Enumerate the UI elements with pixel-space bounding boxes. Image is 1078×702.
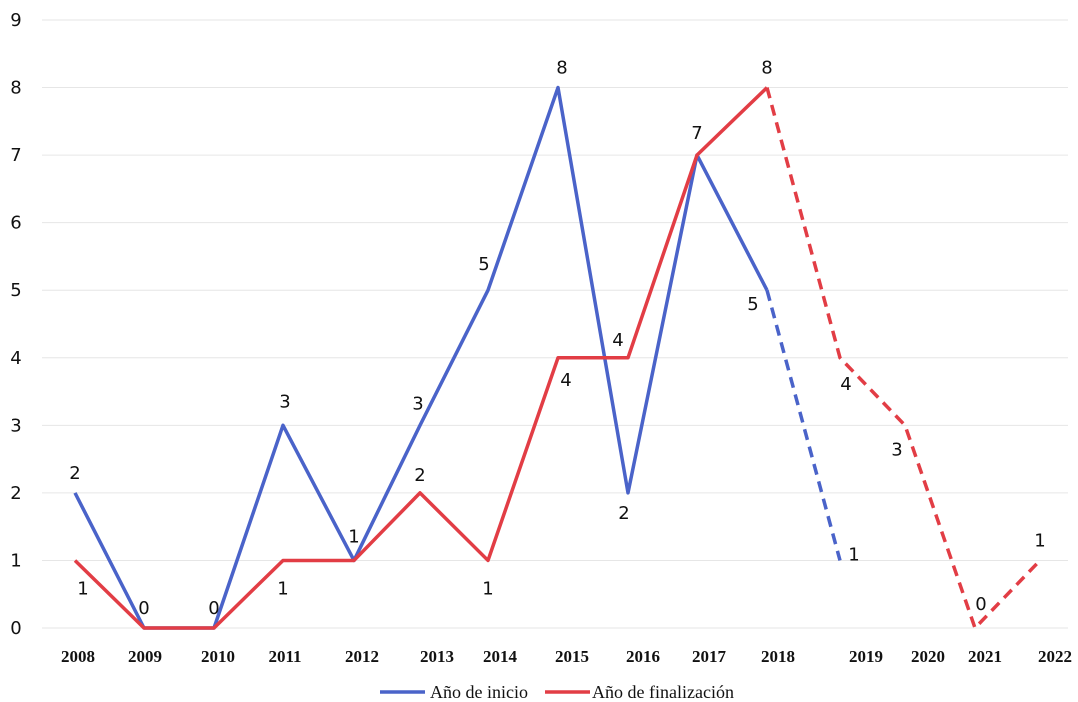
x-tick-label: 2009 (128, 647, 162, 666)
data-label: 0 (208, 598, 219, 619)
legend: Año de inicio Año de finalización (380, 682, 734, 702)
data-label: 4 (840, 374, 851, 395)
x-tick-label: 2008 (61, 647, 95, 666)
series-line-solid-1 (73, 86, 769, 630)
data-label: 7 (691, 123, 702, 144)
data-label: 5 (747, 294, 758, 315)
y-tick-label: 2 (10, 483, 21, 504)
y-tick-label: 3 (10, 415, 21, 436)
y-axis-ticks: 0 1 2 3 4 5 6 7 8 9 (10, 10, 21, 639)
data-label: 1 (348, 526, 359, 547)
x-tick-label: 2021 (968, 647, 1002, 666)
x-axis-ticks: 2008 2009 2010 2011 2012 2013 2014 2015 2016 2017… (61, 647, 1072, 666)
data-label: 1 (277, 578, 288, 599)
y-tick-label: 1 (10, 550, 21, 571)
data-label: 3 (279, 391, 290, 412)
x-tick-label: 2013 (420, 647, 454, 666)
x-tick-label: 2020 (911, 647, 945, 666)
data-labels: 2 0 0 3 1 3 5 8 2 7 5 1 1 1 2 1 4 4 8 4 3 0 1 (69, 58, 1045, 619)
data-label: 1 (482, 578, 493, 599)
y-tick-label: 0 (10, 618, 21, 639)
y-tick-label: 8 (10, 78, 21, 99)
data-label: 2 (618, 503, 629, 524)
x-tick-label: 2010 (201, 647, 235, 666)
data-label: 2 (69, 463, 80, 484)
x-tick-label: 2016 (626, 647, 660, 666)
y-tick-label: 7 (10, 145, 21, 166)
y-tick-label: 6 (10, 213, 21, 234)
data-label: 2 (414, 465, 425, 486)
y-tick-label: 4 (10, 348, 21, 369)
data-label: 1 (848, 544, 859, 565)
series-line-dashed-0 (765, 289, 842, 561)
data-label: 8 (761, 58, 772, 79)
y-tick-label: 9 (10, 10, 21, 31)
data-label: 8 (556, 58, 567, 79)
x-tick-label: 2012 (345, 647, 379, 666)
x-tick-label: 2017 (692, 647, 727, 666)
data-label: 3 (412, 393, 423, 414)
series-lines (73, 85, 1042, 632)
x-tick-label: 2019 (849, 647, 883, 666)
data-label: 0 (138, 598, 149, 619)
legend-label-inicio: Año de inicio (430, 682, 528, 702)
x-tick-label: 2018 (761, 647, 795, 666)
data-label: 1 (1034, 530, 1045, 551)
x-tick-label: 2022 (1038, 647, 1072, 666)
y-tick-label: 5 (10, 280, 21, 301)
legend-label-finalizacion: Año de finalización (592, 682, 734, 702)
data-label: 3 (891, 439, 902, 460)
data-label: 0 (975, 594, 986, 615)
x-tick-label: 2015 (555, 647, 589, 666)
x-tick-label: 2011 (268, 647, 301, 666)
series-line-dashed-1 (765, 87, 1042, 632)
gridlines (42, 19, 1068, 629)
data-label: 5 (478, 254, 489, 275)
data-label: 4 (612, 330, 623, 351)
data-label: 1 (77, 578, 88, 599)
x-tick-label: 2014 (483, 647, 518, 666)
data-label: 4 (560, 370, 571, 391)
